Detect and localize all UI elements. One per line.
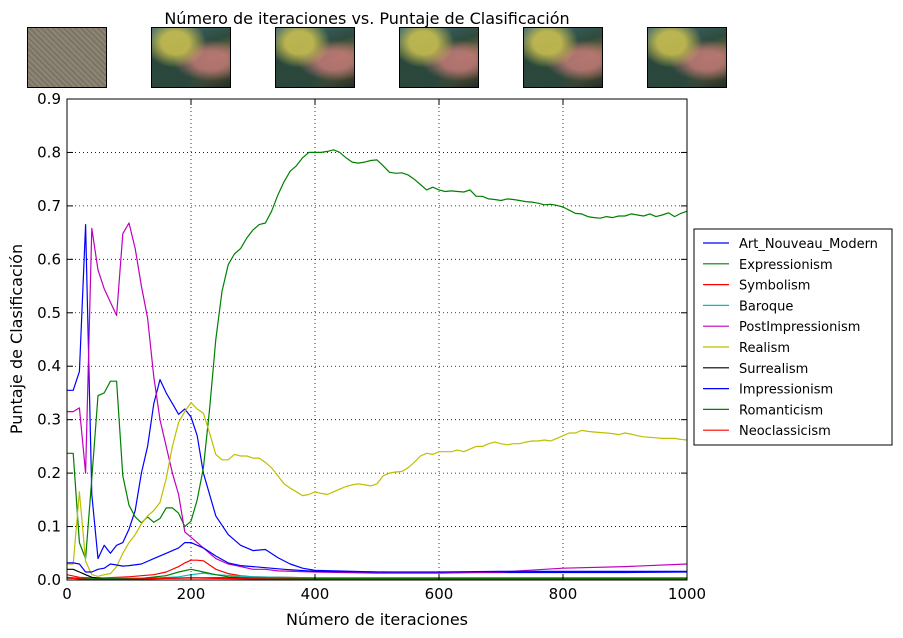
y-axis-label: Puntaje de Clasificación <box>7 244 26 434</box>
stylized-image <box>524 28 602 87</box>
y-tick-label: 0.1 <box>37 518 61 536</box>
x-axis-label: Número de iteraciones <box>286 610 468 629</box>
y-tick-label: 0.0 <box>37 571 61 589</box>
y-tick-label: 0.2 <box>37 464 61 482</box>
x-tick-label: 200 <box>177 585 206 603</box>
plot-frame <box>66 98 688 581</box>
legend-label: Romanticism <box>739 403 823 418</box>
x-tick-label: 800 <box>549 585 578 603</box>
stylized-image <box>276 28 354 87</box>
stylized-image <box>400 28 478 87</box>
stylized-image <box>648 28 726 87</box>
series-line-symbolism <box>66 559 687 579</box>
noise-image <box>28 28 106 87</box>
x-tick-label: 600 <box>425 585 454 603</box>
legend-label: Impressionism <box>739 383 833 398</box>
thumbnail-stylized <box>647 27 727 88</box>
ticks: 0 200 400 600 800 1000 0.0 0.1 0.2 0.3 0.4 0.5 0.6 0.… <box>37 90 706 603</box>
legend-label: Realism <box>739 341 790 356</box>
y-tick-label: 0.3 <box>37 411 61 429</box>
series-line-impressionism <box>67 541 687 573</box>
legend-label: Neoclassicism <box>739 424 831 439</box>
legend-label: PostImpressionism <box>739 320 860 335</box>
y-tick-label: 0.8 <box>37 143 61 161</box>
thumbnail-stylized <box>523 27 603 88</box>
y-tick-label: 0.6 <box>37 250 61 268</box>
x-tick-label: 400 <box>301 585 330 603</box>
y-tick-label: 0.4 <box>37 357 61 375</box>
thumbnail-noise <box>27 27 107 88</box>
stylized-image <box>152 28 230 87</box>
legend: Art_Nouveau_Modern Expressionism Symbolism… <box>693 228 893 446</box>
series-line-art-nouveau-modern <box>67 224 688 574</box>
thumbnail-stylized <box>275 27 355 88</box>
y-tick-label: 0.9 <box>37 90 61 108</box>
thumbnail-stylized <box>151 27 231 88</box>
series-line-realism <box>67 402 688 577</box>
thumbnail-stylized <box>399 27 479 88</box>
chart-title: Número de iteraciones vs. Puntaje de Cla… <box>164 9 569 28</box>
x-tick-label: 0 <box>62 585 72 603</box>
legend-label: Art_Nouveau_Modern <box>739 237 878 252</box>
y-tick-label: 0.7 <box>37 197 61 215</box>
plot-lines <box>66 149 688 581</box>
legend-label: Symbolism <box>739 279 810 294</box>
series-line-postimpressionism <box>67 222 688 574</box>
legend-label: Surrealism <box>739 362 808 377</box>
series-line-expressionism <box>67 149 688 560</box>
grid <box>67 99 687 580</box>
legend-label: Expressionism <box>739 258 833 273</box>
x-tick-label: 1000 <box>668 585 706 603</box>
legend-label: Baroque <box>739 299 793 314</box>
y-tick-label: 0.5 <box>37 304 61 322</box>
